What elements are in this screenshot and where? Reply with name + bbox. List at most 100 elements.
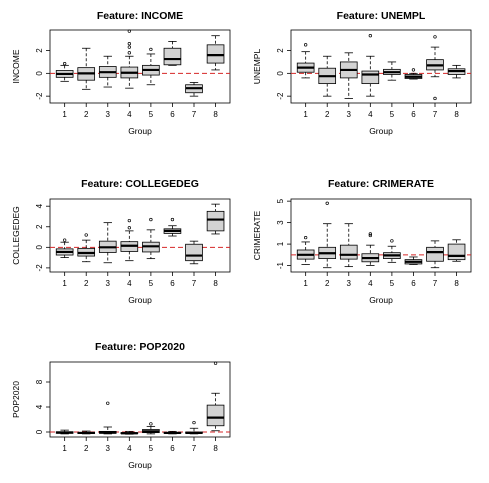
box-group-7	[185, 240, 203, 265]
x-tick-label: 2	[84, 444, 89, 453]
box-group-3	[339, 52, 358, 99]
box-group-3	[98, 222, 117, 264]
y-axis-label: COLLEGEDEG	[11, 206, 21, 265]
x-tick-label: 4	[368, 110, 373, 119]
x-axis-label: Group	[128, 295, 152, 305]
box-group-5	[142, 422, 160, 435]
x-tick-label: 2	[325, 279, 330, 288]
outlier-point	[368, 34, 372, 38]
y-tick-label: 0	[276, 71, 285, 76]
box-group-7	[426, 240, 444, 269]
panel-collegedeg: Feature: COLLEGEDEG Group COLLEGEDEG -2 0 2 4 1…	[11, 178, 231, 305]
chart-title: Feature: INCOME	[97, 10, 183, 22]
outlier-point	[213, 361, 218, 365]
y-tick-label: 2	[35, 224, 44, 229]
x-tick-label: 4	[127, 279, 132, 288]
y-tick-label: -2	[35, 92, 44, 100]
x-tick-label: 1	[62, 279, 67, 288]
x-tick-label: 5	[390, 110, 395, 119]
outlier-point	[433, 96, 437, 101]
box-group-6	[163, 217, 182, 237]
panel-income: Feature: INCOME Group INCOME -2 0 2 1 2 3 4 5 6 7 8	[11, 10, 231, 136]
box-group-4	[361, 232, 380, 266]
iqr-box	[185, 243, 203, 262]
outlier-point	[411, 68, 416, 72]
x-tick-label: 8	[454, 110, 459, 119]
iqr-box	[206, 210, 225, 232]
box-group-1	[296, 43, 315, 79]
box-group-3	[339, 223, 358, 268]
box-group-3	[98, 401, 117, 435]
y-tick-label: 4	[35, 404, 44, 409]
outlier-point	[170, 217, 175, 222]
y-tick-label: 1	[276, 241, 285, 246]
x-tick-label: 8	[454, 279, 459, 288]
x-tick-label: 3	[106, 444, 111, 453]
x-tick-label: 2	[84, 110, 89, 119]
x-tick-label: 5	[149, 444, 154, 453]
x-tick-label: 1	[62, 110, 67, 119]
chart-title: Feature: CRIMERATE	[328, 178, 434, 190]
x-tick-label: 8	[213, 444, 218, 453]
plot-frame	[290, 198, 472, 273]
outlier-point	[149, 422, 153, 426]
y-axis-label: INCOME	[11, 49, 21, 83]
plot-frame	[49, 29, 231, 104]
box-group-7	[185, 82, 203, 97]
outlier-point	[304, 235, 308, 240]
panel-unempl: Feature: UNEMPL Group UNEMPL -2 0 2 1 2 3 4 5 6 7 8	[252, 10, 472, 136]
plot-frame	[49, 361, 231, 438]
x-tick-label: 6	[411, 279, 416, 288]
box-group-6	[404, 256, 423, 265]
outlier-point	[127, 45, 131, 49]
x-tick-label: 1	[303, 110, 308, 119]
x-tick-label: 6	[170, 279, 175, 288]
x-axis-label: Group	[369, 295, 393, 305]
box-group-5	[383, 239, 401, 263]
x-tick-label: 3	[106, 279, 111, 288]
y-tick-label: 0	[35, 245, 44, 250]
box-group-3	[98, 55, 117, 88]
x-tick-label: 1	[62, 444, 67, 453]
y-tick-label: 3	[276, 220, 285, 225]
box-group-7	[426, 35, 444, 101]
iqr-box	[447, 243, 466, 261]
box-group-8	[447, 239, 466, 262]
y-tick-label: -2	[276, 92, 285, 100]
y-axis-label: CRIMERATE	[252, 210, 262, 260]
iqr-box	[206, 404, 225, 427]
outlier-point	[127, 42, 131, 46]
box-group-8	[206, 203, 225, 235]
outlier-point	[433, 35, 437, 39]
box-group-5	[383, 61, 401, 81]
outlier-point	[127, 226, 131, 230]
y-tick-label: -1	[276, 261, 285, 269]
box-group-5	[142, 217, 160, 260]
iqr-box	[339, 244, 358, 260]
plot-frame	[49, 198, 231, 273]
box-group-8	[206, 35, 225, 71]
iqr-box	[163, 47, 182, 66]
x-tick-label: 5	[390, 279, 395, 288]
x-tick-label: 7	[433, 110, 438, 119]
box-group-2	[318, 201, 337, 269]
outlier-point	[390, 239, 394, 243]
y-tick-label: 4	[35, 203, 44, 208]
x-tick-label: 3	[106, 110, 111, 119]
outlier-point	[325, 201, 329, 205]
x-tick-label: 8	[213, 279, 218, 288]
box-group-5	[142, 47, 160, 86]
box-group-4	[361, 34, 380, 97]
box-group-2	[318, 55, 337, 97]
x-tick-label: 2	[325, 110, 330, 119]
outlier-point	[368, 232, 372, 236]
box-group-8	[206, 361, 225, 432]
chart-title: Feature: COLLEGEDEG	[81, 178, 199, 190]
outlier-point	[63, 238, 67, 242]
y-tick-label: 0	[35, 71, 44, 76]
x-tick-label: 7	[192, 110, 197, 119]
x-tick-label: 7	[192, 279, 197, 288]
x-tick-label: 7	[192, 444, 197, 453]
